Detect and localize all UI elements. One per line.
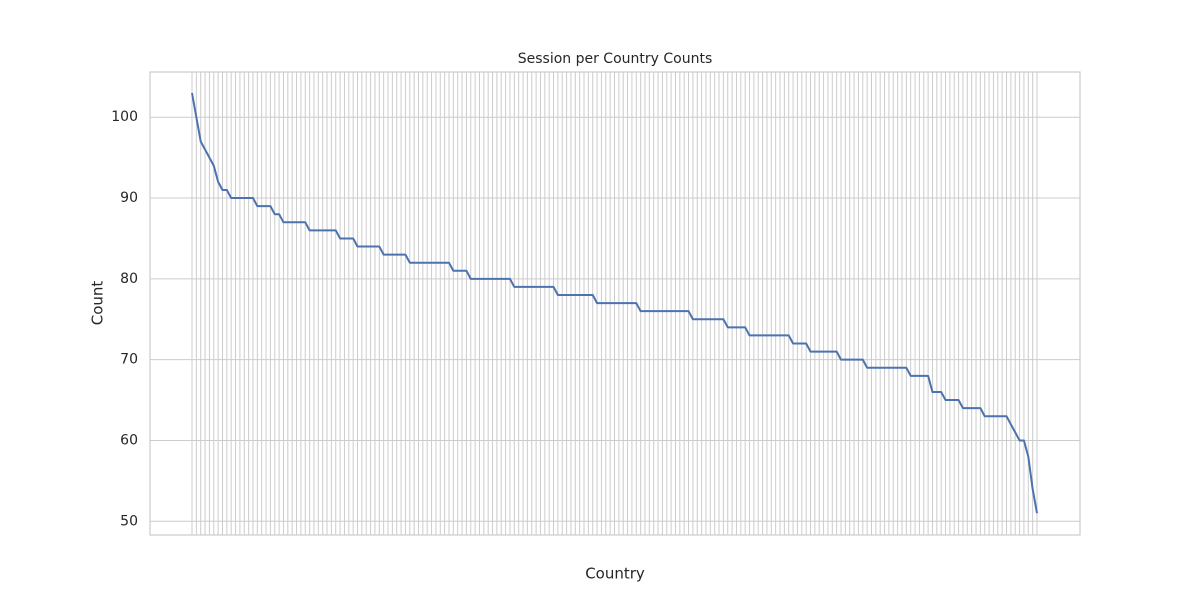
y-tick-label: 90 (120, 190, 138, 206)
y-tick-label: 70 (120, 352, 138, 368)
line (191, 92, 1038, 514)
y-tick-label: 80 (120, 271, 138, 287)
x-axis-label: Country (585, 565, 645, 583)
y-tick-label: 100 (111, 109, 138, 125)
plot-frame (149, 71, 1081, 536)
chart-title: Session per Country Counts (518, 51, 713, 67)
y-axis-label: Count (89, 281, 107, 326)
y-tick-label: 60 (120, 432, 138, 448)
y-tick-label: 50 (120, 513, 138, 529)
